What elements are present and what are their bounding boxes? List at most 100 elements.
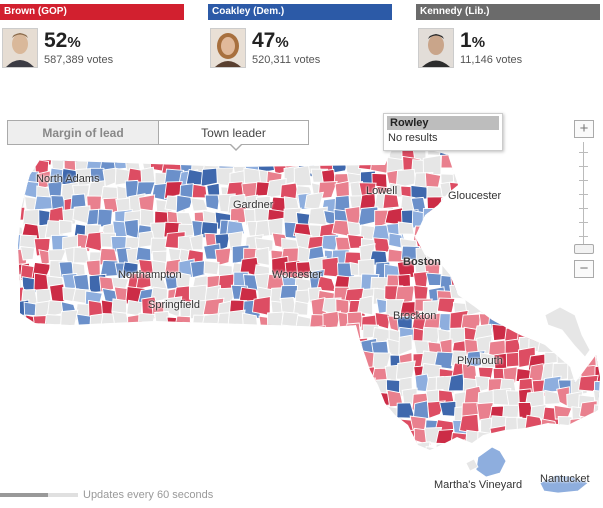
town-shape[interactable] — [218, 155, 236, 170]
town-shape[interactable] — [292, 300, 309, 316]
town-shape[interactable] — [267, 427, 289, 446]
town-shape[interactable] — [33, 403, 52, 423]
town-shape[interactable] — [101, 417, 121, 437]
town-shape[interactable] — [465, 274, 483, 294]
town-shape[interactable] — [232, 403, 248, 422]
town-shape[interactable] — [305, 402, 325, 421]
town-shape[interactable] — [69, 350, 89, 370]
town-shape[interactable] — [592, 289, 603, 308]
town-shape[interactable] — [72, 403, 91, 423]
town-shape[interactable] — [179, 379, 194, 396]
town-shape[interactable] — [71, 338, 88, 353]
town-shape[interactable] — [465, 235, 482, 255]
town-shape[interactable] — [214, 247, 232, 267]
town-shape[interactable] — [11, 206, 26, 222]
town-shape[interactable] — [557, 184, 577, 205]
town-shape[interactable] — [279, 378, 298, 397]
town-shape[interactable] — [558, 146, 575, 163]
town-shape[interactable] — [527, 210, 547, 229]
town-shape[interactable] — [161, 415, 177, 433]
town-shape[interactable] — [34, 325, 50, 346]
town-shape[interactable] — [335, 440, 351, 459]
town-shape[interactable] — [280, 311, 300, 329]
town-shape[interactable] — [374, 417, 393, 439]
town-shape[interactable] — [215, 375, 231, 394]
town-shape[interactable] — [447, 373, 465, 392]
town-shape[interactable] — [35, 336, 53, 355]
town-shape[interactable] — [177, 145, 192, 161]
town-shape[interactable] — [173, 315, 191, 334]
town-shape[interactable] — [487, 206, 508, 226]
town-shape[interactable] — [6, 146, 24, 165]
town-shape[interactable] — [542, 326, 561, 344]
town-shape[interactable] — [281, 324, 296, 342]
town-shape[interactable] — [553, 271, 575, 290]
town-shape[interactable] — [358, 377, 376, 398]
town-shape[interactable] — [293, 402, 313, 421]
town-shape[interactable] — [346, 322, 362, 341]
town-shape[interactable] — [44, 339, 66, 354]
town-shape[interactable] — [583, 427, 599, 446]
town-shape[interactable] — [439, 245, 458, 266]
town-shape[interactable] — [348, 366, 364, 384]
town-shape[interactable] — [297, 145, 316, 162]
nantucket-island[interactable] — [539, 474, 589, 494]
town-shape[interactable] — [423, 217, 439, 236]
town-shape[interactable] — [8, 313, 26, 331]
town-shape[interactable] — [476, 289, 495, 306]
town-shape[interactable] — [47, 323, 62, 343]
town-shape[interactable] — [178, 390, 194, 407]
town-shape[interactable] — [140, 339, 155, 356]
town-shape[interactable] — [297, 364, 314, 381]
town-shape[interactable] — [412, 441, 431, 460]
town-shape[interactable] — [332, 338, 353, 357]
town-shape[interactable] — [319, 403, 339, 425]
town-shape[interactable] — [451, 249, 470, 263]
zoom-track[interactable] — [583, 142, 584, 252]
town-shape[interactable] — [345, 418, 363, 436]
town-shape[interactable] — [541, 171, 560, 192]
town-shape[interactable] — [516, 272, 533, 291]
town-shape[interactable] — [265, 366, 282, 387]
town-shape[interactable] — [347, 374, 368, 394]
town-shape[interactable] — [267, 380, 285, 398]
town-shape[interactable] — [212, 354, 234, 372]
town-shape[interactable] — [191, 351, 213, 368]
town-shape[interactable] — [116, 335, 135, 353]
town-shape[interactable] — [541, 223, 559, 240]
town-shape[interactable] — [254, 365, 274, 385]
town-shape[interactable] — [485, 221, 507, 237]
town-shape[interactable] — [476, 249, 494, 267]
town-shape[interactable] — [267, 420, 284, 438]
town-shape[interactable] — [23, 432, 41, 447]
town-shape[interactable] — [518, 249, 537, 269]
town-shape[interactable] — [499, 431, 519, 445]
town-shape[interactable] — [46, 366, 66, 387]
town-shape[interactable] — [98, 402, 116, 418]
town-shape[interactable] — [58, 381, 75, 400]
town-shape[interactable] — [491, 300, 508, 317]
town-shape[interactable] — [321, 429, 340, 448]
town-shape[interactable] — [203, 418, 221, 434]
town-shape[interactable] — [206, 145, 225, 165]
town-shape[interactable] — [583, 315, 602, 334]
town-shape[interactable] — [398, 334, 413, 356]
town-shape[interactable] — [310, 416, 327, 436]
town-shape[interactable] — [516, 312, 534, 330]
town-shape[interactable] — [499, 263, 519, 280]
town-shape[interactable] — [200, 339, 221, 356]
town-shape[interactable] — [527, 261, 545, 278]
town-shape[interactable] — [309, 338, 327, 357]
town-shape[interactable] — [530, 236, 552, 257]
town-shape[interactable] — [200, 326, 221, 342]
town-shape[interactable] — [506, 194, 524, 209]
town-shape[interactable] — [243, 325, 261, 341]
town-shape[interactable] — [543, 287, 562, 306]
town-shape[interactable] — [501, 170, 518, 189]
town-shape[interactable] — [59, 443, 77, 462]
town-shape[interactable] — [399, 445, 419, 463]
town-shape[interactable] — [592, 195, 603, 217]
town-shape[interactable] — [178, 441, 194, 459]
town-shape[interactable] — [426, 234, 445, 253]
town-shape[interactable] — [151, 425, 167, 448]
